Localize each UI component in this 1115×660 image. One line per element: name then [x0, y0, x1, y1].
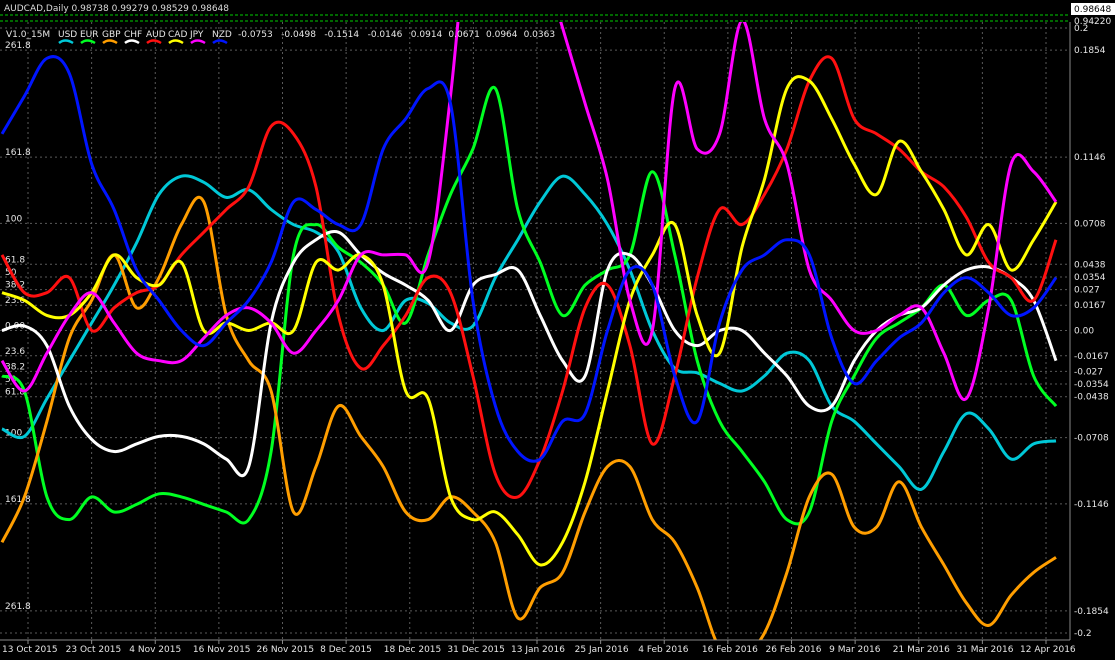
right-tick-label: 0.0438 [1074, 260, 1106, 270]
legend-swatch-nzd [212, 39, 228, 45]
x-tick-label: 13 Oct 2015 [2, 645, 58, 655]
x-tick-label: 18 Dec 2015 [384, 645, 442, 655]
x-tick-label: 9 Mar 2016 [829, 645, 881, 655]
series-line-aud [0, 55, 1058, 499]
x-tick-label: 31 Dec 2015 [447, 645, 505, 655]
left-level-label: 61.8 [5, 255, 25, 265]
current-price-label: 0.98648 [1074, 5, 1111, 15]
legend-currency-gbp: GBP [102, 30, 121, 40]
left-level-label: 23.6 [5, 347, 25, 357]
x-tick-label: 25 Jan 2016 [575, 645, 629, 655]
series-line-cad [1, 75, 1058, 567]
legend-swatch-cad [168, 39, 184, 45]
legend-swatch-eur [80, 39, 96, 45]
right-tick-label: 0.00 [1074, 327, 1094, 337]
left-level-label: 261.8 [5, 41, 31, 51]
left-level-label: 100 [5, 214, 22, 224]
legend-currency-cad: CAD [168, 30, 187, 40]
left-level-label: 50 [5, 375, 17, 385]
legend-swatch-usd [58, 39, 74, 45]
right-axis: 0.2 0.1854 0.1146 0.0708 0.0438 0.0354 0.027 0.… [1074, 24, 1109, 639]
legend-currency-aud: AUD [146, 30, 166, 40]
right-tick-label: 0.0167 [1074, 301, 1106, 311]
legend-currency-jpy: JPY [189, 30, 204, 40]
x-tick-label: 23 Oct 2015 [66, 645, 122, 655]
secondary-price-label: 0.94220 [1074, 17, 1111, 27]
legend-currency-nzd: NZD [212, 30, 232, 40]
x-tick-label: 8 Dec 2015 [320, 645, 372, 655]
series-line-jpy [0, 22, 1058, 402]
left-level-label: 38.2 [5, 362, 25, 372]
right-tick-label: -0.2 [1074, 629, 1092, 639]
left-level-label: 61.8 [5, 388, 25, 398]
right-tick-label: -0.0708 [1074, 434, 1109, 444]
left-level-label: 23.6 [5, 296, 25, 306]
series-line-eur [1, 85, 1058, 526]
indicator-name: V1.0_15M [6, 30, 50, 40]
series-lines [0, 22, 1058, 640]
legend-swatch-chf [124, 39, 140, 45]
legend-currency-chf: CHF [124, 30, 142, 40]
x-tick-label: 21 Mar 2016 [893, 645, 950, 655]
x-tick-label: 31 Mar 2016 [956, 645, 1013, 655]
legend-swatch-aud [146, 39, 162, 45]
right-tick-label: 0.0708 [1074, 219, 1106, 229]
left-level-label: 161.8 [5, 148, 31, 158]
x-tick-label: 4 Feb 2016 [638, 645, 689, 655]
legend-swatch-jpy [190, 39, 206, 45]
x-tick-label: 16 Nov 2015 [193, 645, 251, 655]
right-tick-label: -0.0354 [1074, 380, 1109, 390]
left-level-label: 261.8 [5, 602, 31, 612]
x-tick-label: 26 Nov 2015 [257, 645, 315, 655]
right-tick-label: -0.027 [1074, 367, 1103, 377]
symbol-info: AUDCAD,Daily 0.98738 0.99279 0.98529 0.9… [4, 4, 229, 14]
x-tick-label: 26 Feb 2016 [766, 645, 822, 655]
legend-value: -0.0753 [238, 30, 273, 40]
left-level-label: 38.2 [5, 281, 25, 291]
right-tick-label: 0.0354 [1074, 273, 1106, 283]
legend-value: -0.0146 [368, 30, 403, 40]
right-tick-label: -0.1854 [1074, 607, 1109, 617]
x-tick-label: 16 Feb 2016 [702, 645, 758, 655]
legend-value: -0.1514 [324, 30, 359, 40]
right-tick-label: 0.2 [1074, 24, 1088, 34]
right-tick-label: 0.027 [1074, 286, 1100, 296]
x-tick-label: 12 Apr 2016 [1020, 645, 1076, 655]
series-line-usd [1, 174, 1057, 491]
legend-value: -0.0498 [281, 30, 316, 40]
legend-value: 0.0363 [524, 30, 556, 40]
legend-swatch-gbp [102, 39, 118, 45]
right-tick-label: -0.0438 [1074, 393, 1109, 403]
series-line-gbp [0, 195, 1057, 640]
legend-value: 0.0964 [486, 30, 518, 40]
right-tick-label: -0.1146 [1074, 500, 1109, 510]
legend-value: 0.0914 [411, 30, 443, 40]
right-tick-label: -0.0167 [1074, 352, 1109, 362]
legend-currency-eur: EUR [80, 30, 99, 40]
current-price-box [1071, 3, 1115, 15]
legend: V1.0_15M USD EUR GBP CHF AUD CAD JPY NZD -0.0753… [6, 30, 556, 45]
legend-currency-usd: USD [58, 30, 77, 40]
x-axis: 13 Oct 2015 23 Oct 2015 4 Nov 2015 16 Nov 2… [2, 640, 1076, 655]
legend-value: 0.0671 [448, 30, 480, 40]
left-level-label: 161.8 [5, 495, 31, 505]
right-tick-label: 0.1854 [1074, 46, 1106, 56]
left-level-label: 100 [5, 429, 22, 439]
series-line-nzd [0, 55, 1058, 463]
x-tick-label: 4 Nov 2015 [129, 645, 181, 655]
x-tick-label: 13 Jan 2016 [511, 645, 565, 655]
right-tick-label: 0.1146 [1074, 153, 1106, 163]
